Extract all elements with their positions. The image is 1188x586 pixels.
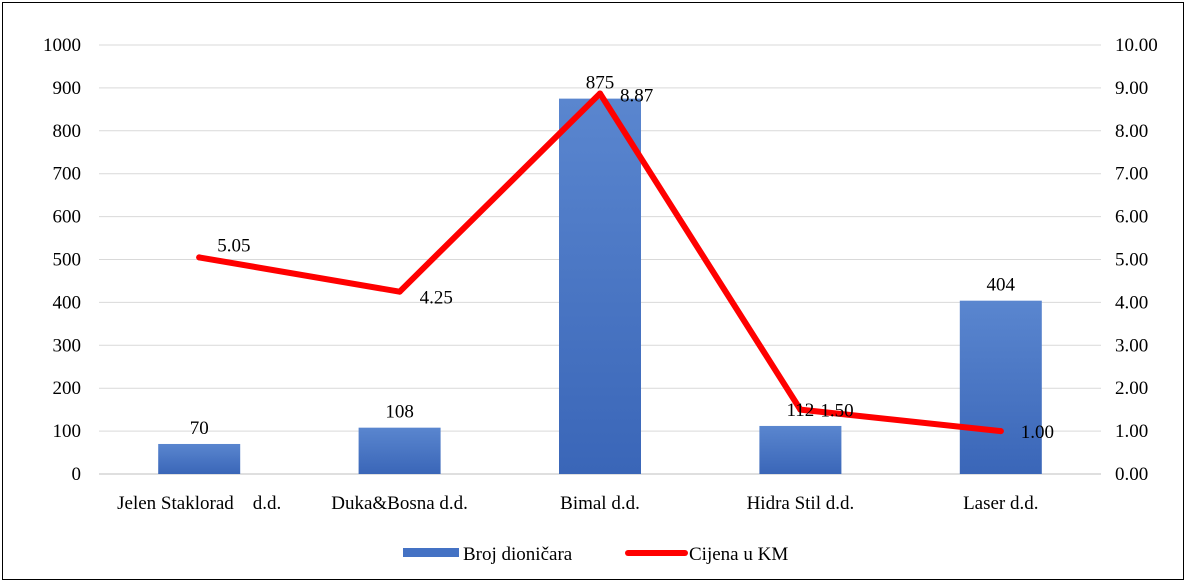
bar: [158, 443, 241, 474]
y-left-tick-label: 600: [53, 207, 82, 228]
legend-label-line: Cijena u KM: [689, 544, 788, 565]
line-value-label: 5.05: [217, 235, 250, 256]
y-left-tick-label: 0: [72, 464, 82, 485]
axis-ticks: 0 100 200 300 400 500 600 700 800 900 1000 0.00 1.00…: [43, 35, 1158, 514]
combo-chart: 70 108 875 112 404 5.05 4.25 8.87 1.50 1.00 0 100 2…: [43, 35, 1158, 565]
x-tick-label: Jelen Staklorad d.d.: [117, 493, 281, 514]
legend-swatch-bars: [403, 548, 459, 557]
line-value-label: 1.00: [1021, 422, 1054, 443]
bar-value-label: 108: [385, 402, 414, 423]
line-series: [196, 90, 1004, 435]
bar-value-label: 404: [987, 275, 1016, 296]
y-right-tick-label: 4.00: [1115, 292, 1148, 313]
y-left-tick-label: 300: [53, 335, 82, 356]
x-tick-label: Bimal d.d.: [560, 493, 640, 514]
y-right-tick-label: 0.00: [1115, 464, 1148, 485]
y-right-tick-label: 7.00: [1115, 164, 1148, 185]
x-tick-label: Duka&Bosna d.d.: [331, 493, 468, 514]
bar: [358, 427, 441, 474]
y-right-tick-label: 8.00: [1115, 121, 1148, 142]
bar-series: [158, 98, 1042, 474]
bar: [559, 98, 641, 474]
line-value-label: 8.87: [620, 85, 653, 106]
bar: [759, 425, 842, 474]
y-right-tick-label: 1.00: [1115, 421, 1148, 442]
bar-value-label: 112: [787, 400, 815, 421]
y-left-tick-label: 900: [53, 78, 82, 99]
line-value-label: 4.25: [420, 288, 453, 309]
line-value-label: 1.50: [820, 401, 853, 422]
line-point: [396, 288, 403, 295]
y-left-tick-label: 500: [53, 250, 82, 271]
bar-value-label: 875: [586, 73, 615, 94]
data-labels: 70 108 875 112 404 5.05 4.25 8.87 1.50 1.00: [190, 73, 1054, 443]
bar: [959, 300, 1042, 474]
x-tick-label: Laser d.d.: [963, 493, 1038, 514]
line-point: [196, 254, 203, 261]
y-right-tick-label: 3.00: [1115, 335, 1148, 356]
y-left-tick-label: 700: [53, 164, 82, 185]
y-left-tick-label: 800: [53, 121, 82, 142]
y-left-tick-label: 1000: [43, 35, 81, 56]
line-point: [997, 428, 1004, 435]
y-right-tick-label: 9.00: [1115, 78, 1148, 99]
y-right-tick-label: 10.00: [1115, 35, 1158, 56]
x-tick-label: Hidra Stil d.d.: [747, 493, 855, 514]
y-right-tick-label: 5.00: [1115, 250, 1148, 271]
legend: Broj dioničara Cijena u KM: [403, 544, 788, 565]
line-point: [797, 406, 804, 413]
bar-value-label: 70: [190, 418, 209, 439]
y-left-tick-label: 200: [53, 378, 82, 399]
y-left-tick-label: 100: [53, 421, 82, 442]
y-right-tick-label: 2.00: [1115, 378, 1148, 399]
y-left-tick-label: 400: [53, 292, 82, 313]
legend-label-bars: Broj dioničara: [463, 544, 573, 565]
line-point: [597, 90, 603, 97]
y-right-tick-label: 6.00: [1115, 207, 1148, 228]
